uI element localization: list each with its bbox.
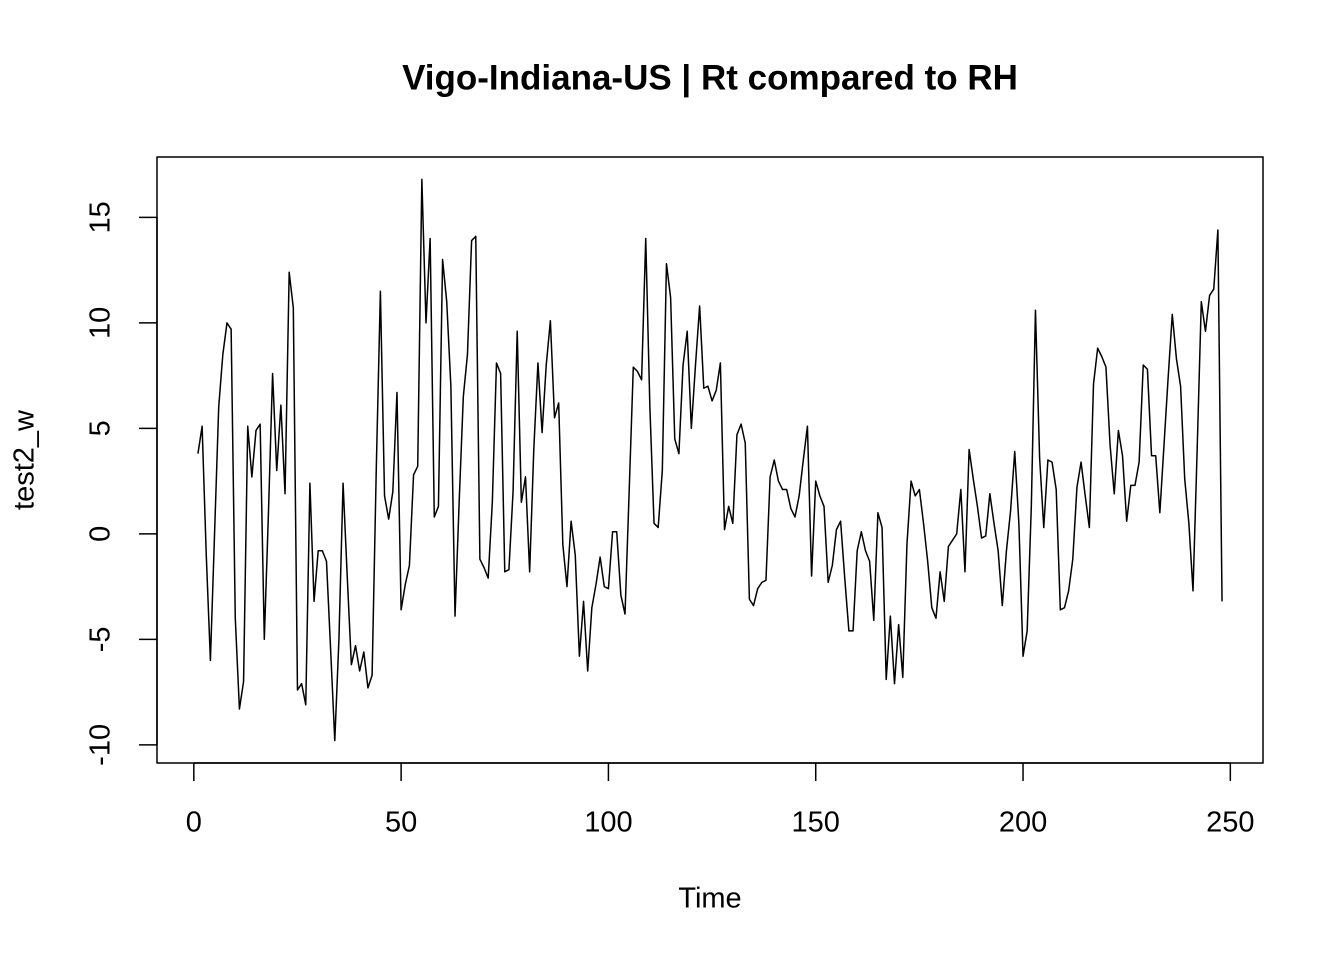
x-tick-label: 250 <box>1206 807 1254 839</box>
y-axis-label: test2_w <box>9 409 41 510</box>
x-tick-label: 100 <box>584 807 632 839</box>
y-tick-label: 15 <box>85 201 117 233</box>
y-tick-label: 10 <box>85 307 117 339</box>
x-tick-label: 200 <box>999 807 1047 839</box>
x-tick-label: 50 <box>385 807 417 839</box>
x-tick-label: 0 <box>186 807 202 839</box>
chart-title: Vigo-Indiana-US | Rt compared to RH <box>402 58 1018 97</box>
y-tick-label: -10 <box>85 724 117 766</box>
plot-frame <box>156 156 1264 764</box>
x-tick-label: 150 <box>792 807 840 839</box>
y-tick-label: -5 <box>85 626 117 652</box>
y-tick-label: 0 <box>85 526 117 542</box>
y-tick-label: 5 <box>85 420 117 436</box>
series-line <box>197 178 1223 742</box>
x-axis-label: Time <box>678 883 741 915</box>
